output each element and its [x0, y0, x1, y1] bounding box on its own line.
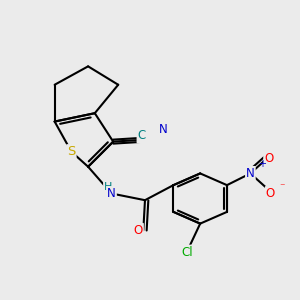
- Text: N: N: [107, 187, 116, 200]
- Text: H: H: [104, 182, 112, 192]
- Text: S: S: [67, 145, 76, 158]
- Text: ⁻: ⁻: [279, 182, 284, 192]
- Text: N: N: [246, 167, 255, 180]
- Text: O: O: [266, 187, 275, 200]
- Text: +: +: [258, 159, 266, 169]
- Text: Cl: Cl: [181, 246, 193, 259]
- Text: O: O: [264, 152, 273, 165]
- Text: N: N: [159, 123, 168, 136]
- Text: O: O: [134, 224, 143, 237]
- Text: C: C: [137, 129, 146, 142]
